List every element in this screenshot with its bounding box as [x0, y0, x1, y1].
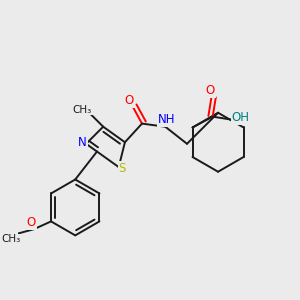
Text: N: N: [78, 136, 87, 149]
Text: OH: OH: [232, 111, 250, 124]
Text: O: O: [27, 217, 36, 230]
Text: S: S: [119, 162, 126, 175]
Text: CH₃: CH₃: [2, 234, 21, 244]
Text: O: O: [206, 84, 215, 97]
Text: O: O: [124, 94, 134, 107]
Text: NH: NH: [158, 113, 175, 126]
Text: CH₃: CH₃: [73, 105, 92, 115]
